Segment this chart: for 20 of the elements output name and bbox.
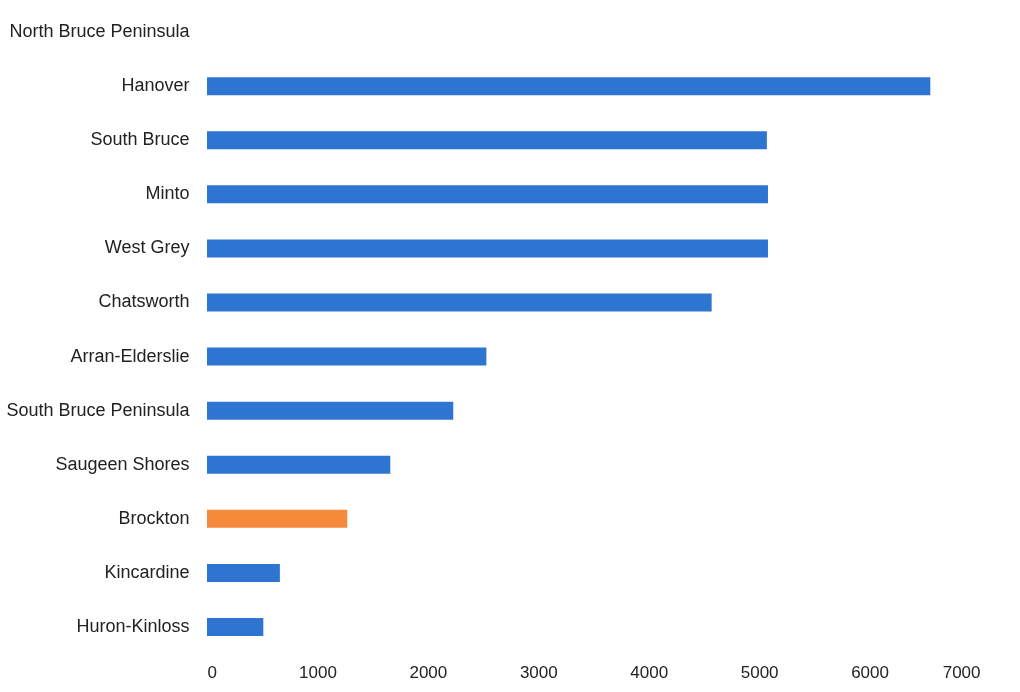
- x-tick-label: 4000: [630, 662, 669, 682]
- y-tick-label: South Bruce Peninsula: [6, 399, 191, 420]
- y-tick-label: Brockton: [118, 507, 190, 528]
- y-tick-label: Hanover: [121, 75, 190, 96]
- y-tick-label: Kincardine: [104, 561, 190, 582]
- x-tick-label: 7000: [942, 662, 981, 682]
- y-tick-label: Minto: [145, 183, 190, 204]
- x-tick-label: 2000: [409, 662, 448, 682]
- y-tick-label: Saugeen Shores: [55, 453, 190, 474]
- y-tick-label: North Bruce Peninsula: [9, 21, 191, 42]
- x-tick-label: 3000: [519, 662, 558, 682]
- x-tick-label: 5000: [740, 662, 779, 682]
- x-tick-label: 0: [207, 662, 217, 682]
- x-tick-label: 6000: [851, 662, 889, 682]
- y-tick-label: South Bruce: [90, 129, 190, 150]
- y-tick-label: Huron-Kinloss: [76, 615, 190, 636]
- x-tick-label: 1000: [299, 662, 337, 682]
- y-tick-label: West Grey: [104, 237, 190, 258]
- y-tick-label: Chatsworth: [98, 291, 190, 312]
- y-tick-label: Arran-Elderslie: [70, 345, 190, 366]
